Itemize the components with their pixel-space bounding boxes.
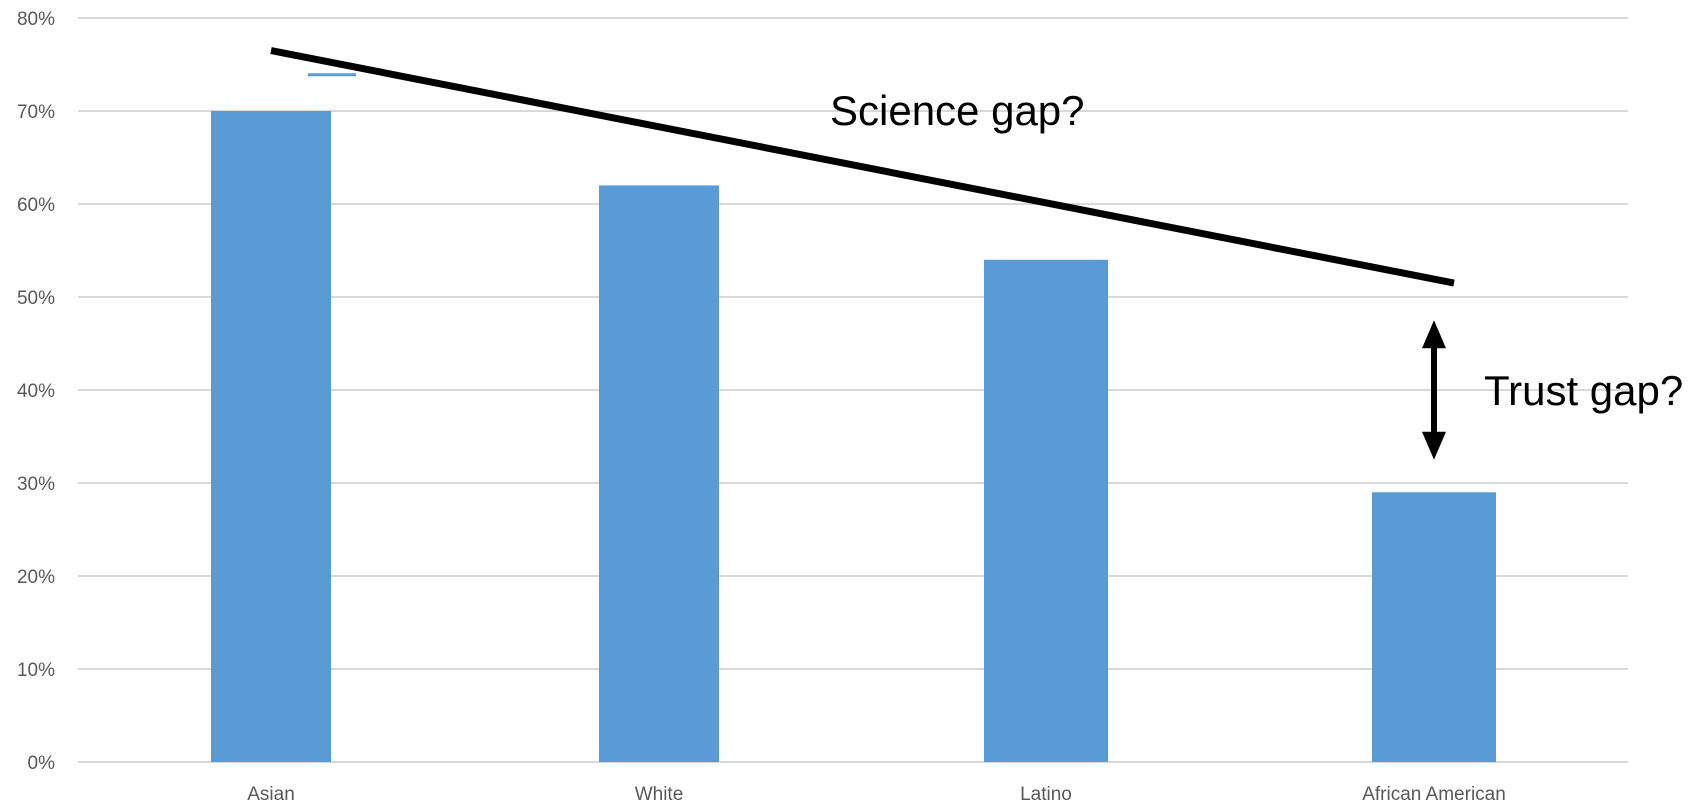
bars: [211, 111, 1496, 762]
trust-gap-label: Trust gap?: [1484, 367, 1683, 414]
gridlines: [78, 17, 1628, 763]
y-tick-label: 70%: [17, 102, 55, 123]
y-tick-label: 40%: [17, 381, 55, 402]
arrow-head-up: [1422, 320, 1446, 349]
y-tick-label: 0%: [28, 753, 56, 774]
y-tick-label: 50%: [17, 288, 55, 309]
x-tick-label: Latino: [1020, 784, 1072, 802]
annotations: Science gap? Trust gap?: [270, 47, 1683, 460]
y-tick-label: 10%: [17, 660, 55, 681]
arrow-head-down: [1422, 431, 1446, 460]
x-tick-label: White: [635, 784, 684, 802]
x-axis-tick-labels: Asian White Latino African American: [247, 784, 1506, 802]
bar: [211, 111, 331, 762]
x-tick-label: African American: [1362, 784, 1506, 802]
y-tick-label: 60%: [17, 195, 55, 216]
science-gap-label: Science gap?: [830, 87, 1085, 134]
bar: [599, 185, 719, 762]
y-axis-tick-labels: 0% 10% 20% 30% 40% 50% 60% 70% 80%: [17, 9, 55, 774]
y-tick-label: 20%: [17, 567, 55, 588]
bar: [1372, 492, 1496, 762]
y-tick-label: 30%: [17, 474, 55, 495]
x-tick-label: Asian: [247, 784, 295, 802]
y-tick-label: 80%: [17, 9, 55, 30]
science-gap-trend-line: [270, 47, 1455, 287]
bar: [984, 259, 1108, 762]
